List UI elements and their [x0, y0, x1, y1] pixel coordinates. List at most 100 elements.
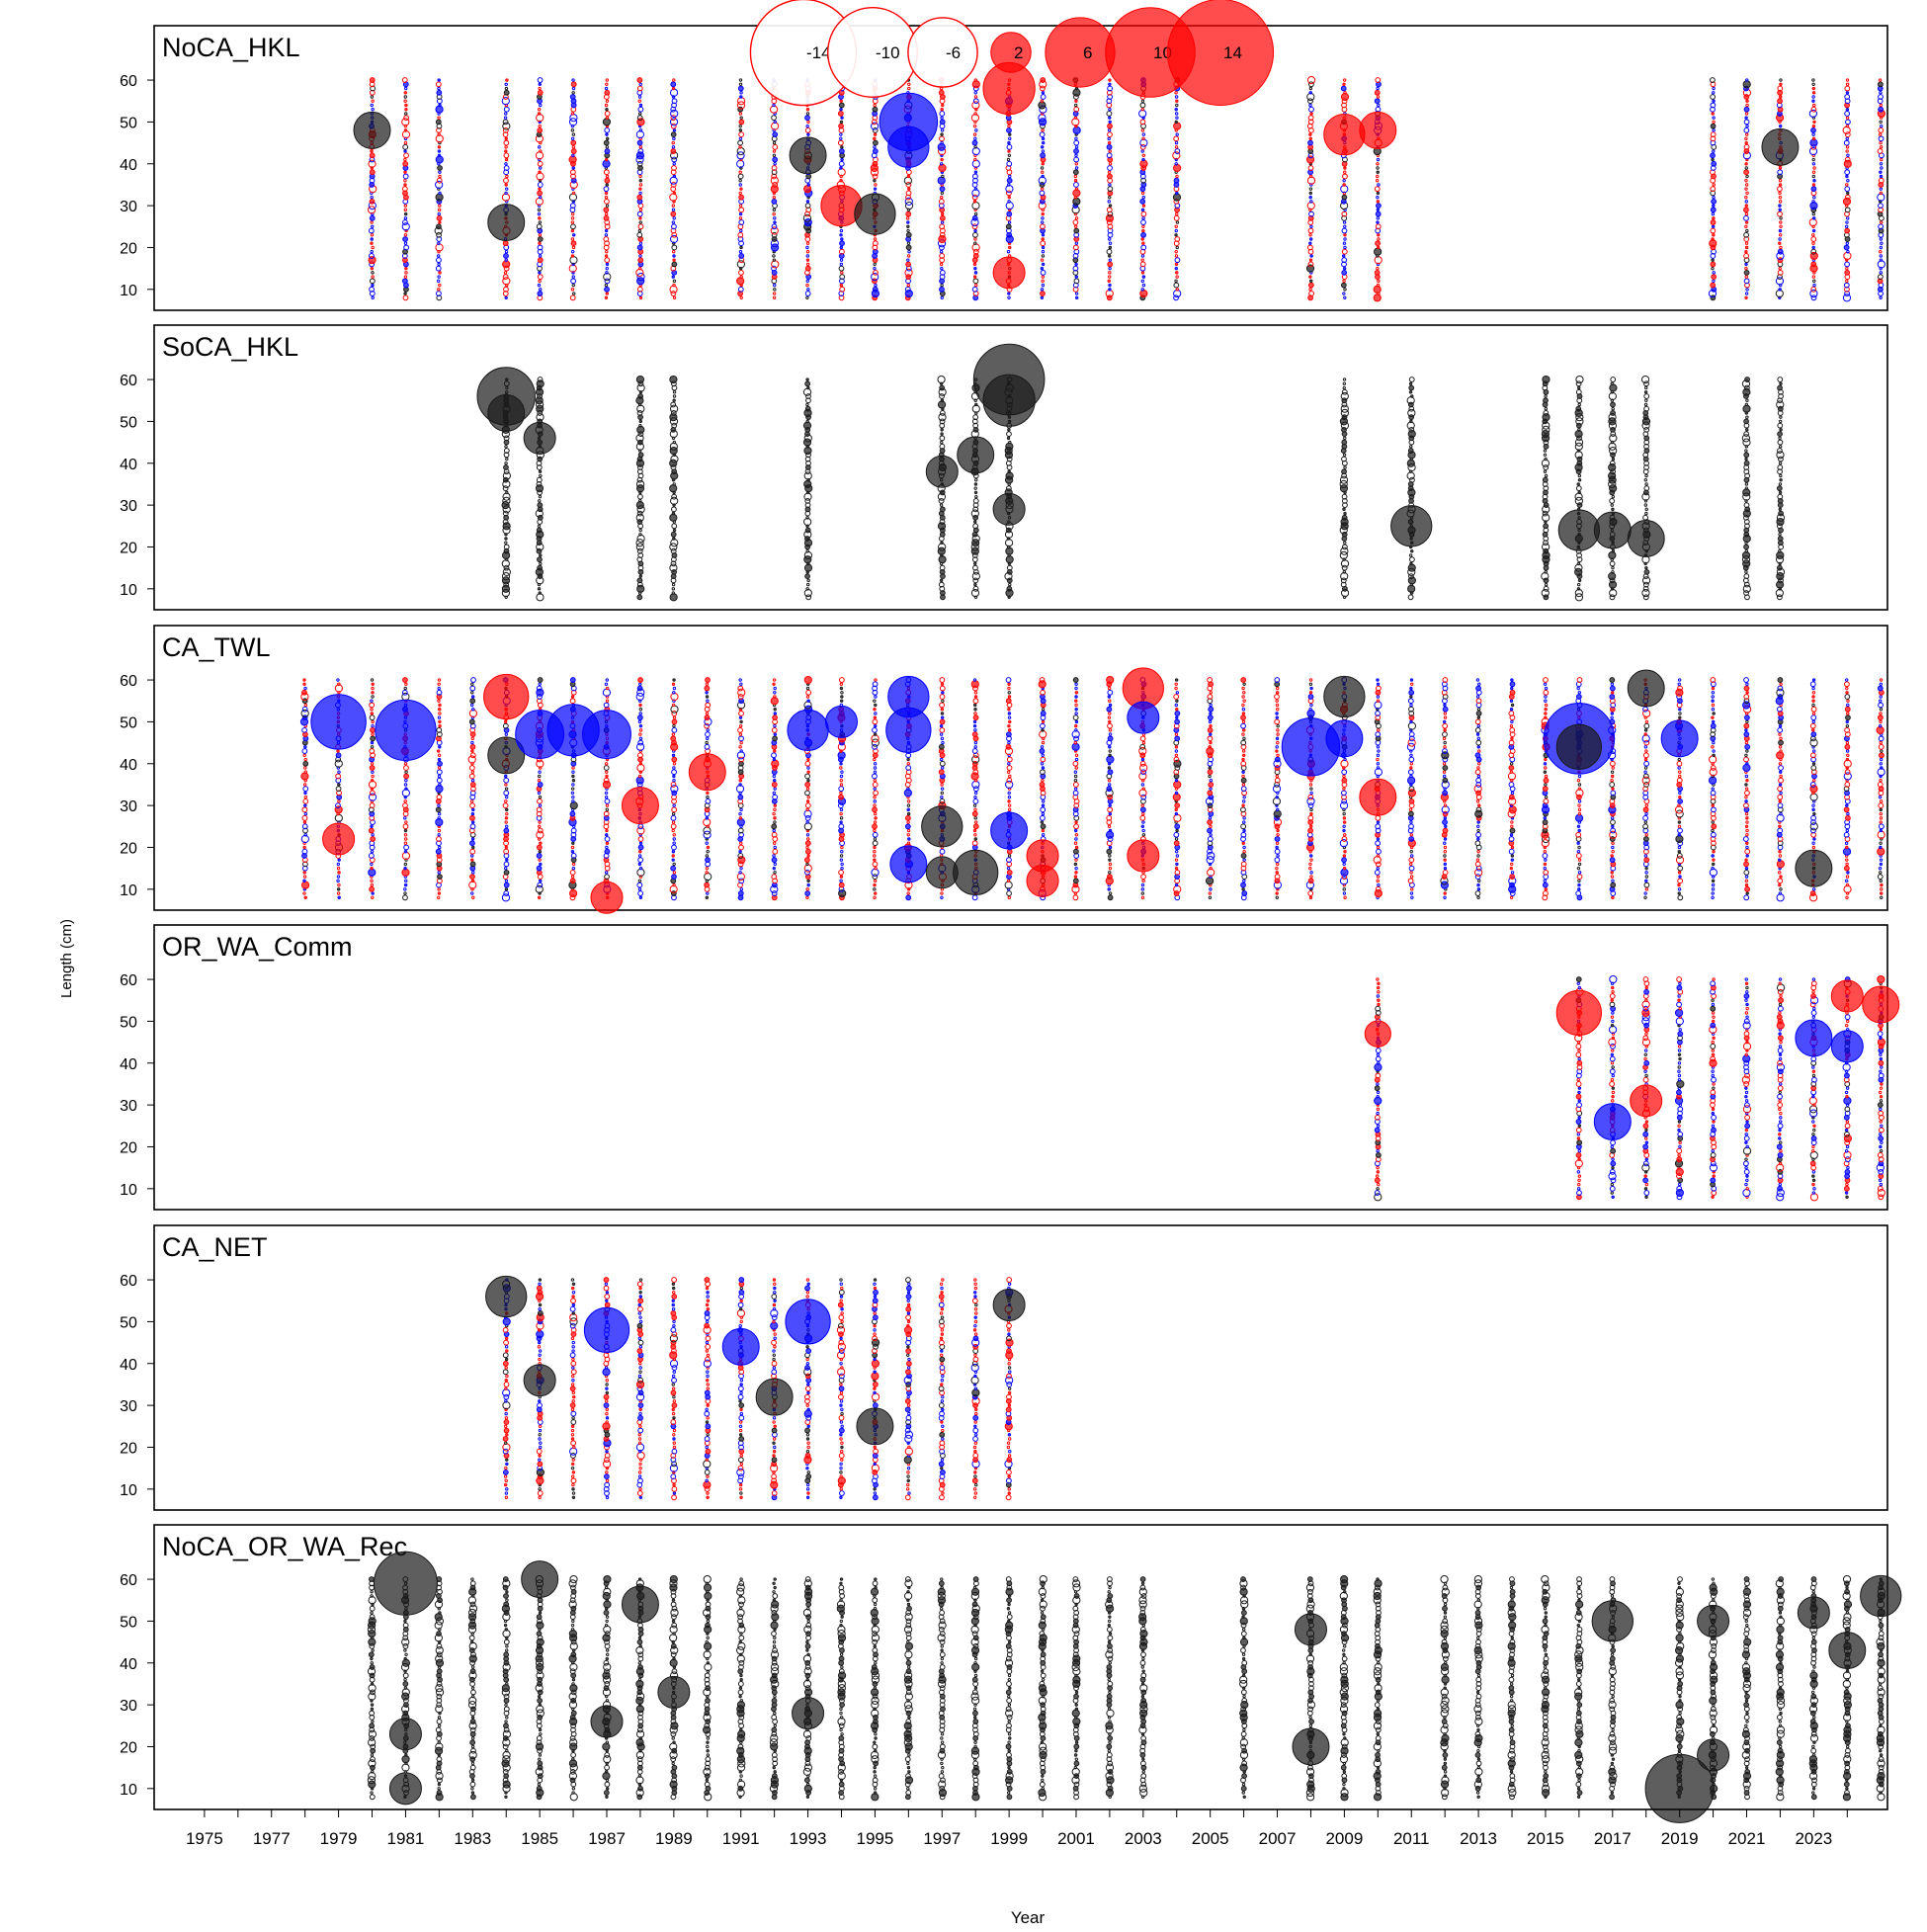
residual-point [806, 588, 808, 590]
residual-point [637, 245, 642, 250]
residual-point [605, 199, 610, 204]
residual-point [1075, 137, 1077, 139]
residual-point [673, 137, 675, 139]
residual-point [974, 838, 976, 840]
residual-point [371, 825, 373, 827]
residual-point [1277, 733, 1279, 735]
residual-point [404, 158, 406, 160]
residual-point [1008, 808, 1010, 810]
residual-point [1779, 462, 1781, 464]
residual-point [1241, 778, 1246, 783]
residual-point [403, 678, 408, 683]
residual-point [1343, 812, 1345, 814]
residual-point [1008, 429, 1010, 431]
residual-point [1409, 837, 1414, 842]
residual-point [572, 780, 574, 782]
residual-point [1377, 217, 1379, 219]
residual-point [840, 678, 845, 683]
residual-point [639, 267, 641, 269]
residual-point [1175, 687, 1177, 689]
residual-point [673, 284, 675, 286]
residual-point [773, 829, 775, 831]
residual-point [1475, 770, 1480, 775]
residual-point [773, 141, 775, 143]
residual-point [404, 242, 406, 244]
residual-point [740, 842, 742, 844]
residual-point [1041, 241, 1046, 246]
residual-point [571, 129, 573, 131]
residual-point [1612, 846, 1614, 848]
residual-point [1141, 220, 1146, 225]
residual-point [504, 107, 509, 112]
residual-point [773, 296, 775, 298]
residual-point [605, 287, 610, 292]
residual-point [1745, 483, 1747, 485]
residual-point [1275, 858, 1280, 863]
residual-point [940, 287, 945, 292]
residual-point [1544, 398, 1549, 403]
residual-point [1645, 834, 1647, 836]
residual-point [804, 858, 809, 863]
residual-point [470, 783, 475, 788]
residual-point [404, 851, 406, 853]
residual-point [1210, 713, 1212, 714]
residual-point [1610, 435, 1617, 442]
residual-point [1745, 133, 1747, 135]
residual-point [673, 775, 675, 777]
residual-point [805, 381, 810, 386]
residual-point [1075, 834, 1077, 836]
year-column [1575, 376, 1583, 600]
residual-point [1779, 511, 1784, 516]
residual-point [1744, 545, 1749, 549]
residual-point [974, 834, 976, 836]
residual-point [539, 859, 541, 861]
residual-point [1880, 188, 1882, 190]
residual-point [1342, 837, 1347, 842]
residual-point [1510, 875, 1515, 880]
residual-point [1075, 867, 1077, 869]
residual-point [1308, 283, 1313, 288]
residual-point [572, 863, 574, 865]
residual-point [1074, 849, 1079, 854]
residual-point [1310, 225, 1312, 227]
residual-point [1745, 201, 1747, 203]
residual-point [1545, 716, 1547, 718]
residual-point [740, 96, 742, 98]
residual-point [471, 892, 473, 894]
residual-point [439, 104, 441, 106]
residual-point [639, 683, 641, 685]
residual-point [1778, 249, 1783, 254]
residual-point [639, 221, 641, 223]
residual-point [1006, 744, 1011, 749]
residual-point [1141, 232, 1146, 237]
residual-point [906, 262, 911, 267]
residual-point [672, 209, 674, 210]
residual-point [1611, 817, 1613, 819]
residual-point [1845, 228, 1850, 233]
residual-bubble [1558, 510, 1599, 550]
residual-point [1308, 803, 1313, 808]
residual-point [1643, 707, 1648, 712]
residual-point [938, 376, 945, 382]
residual-point [1109, 704, 1111, 706]
year-column [1273, 678, 1281, 899]
residual-point [639, 180, 641, 182]
residual-point [438, 687, 440, 689]
residual-point [337, 876, 339, 878]
residual-point [1376, 815, 1381, 820]
residual-point [974, 521, 976, 523]
residual-point [1813, 167, 1815, 169]
residual-point [1041, 167, 1043, 169]
residual-point [1375, 248, 1382, 255]
residual-point [1175, 121, 1177, 123]
residual-point [572, 79, 574, 81]
residual-point [1611, 828, 1616, 833]
residual-point [637, 882, 642, 887]
residual-point [604, 215, 609, 220]
residual-point [873, 774, 878, 779]
residual-point [774, 284, 776, 286]
residual-point [940, 411, 945, 416]
residual-point [606, 808, 608, 810]
y-tick-label: 50 [120, 414, 137, 431]
residual-point [1175, 234, 1177, 236]
